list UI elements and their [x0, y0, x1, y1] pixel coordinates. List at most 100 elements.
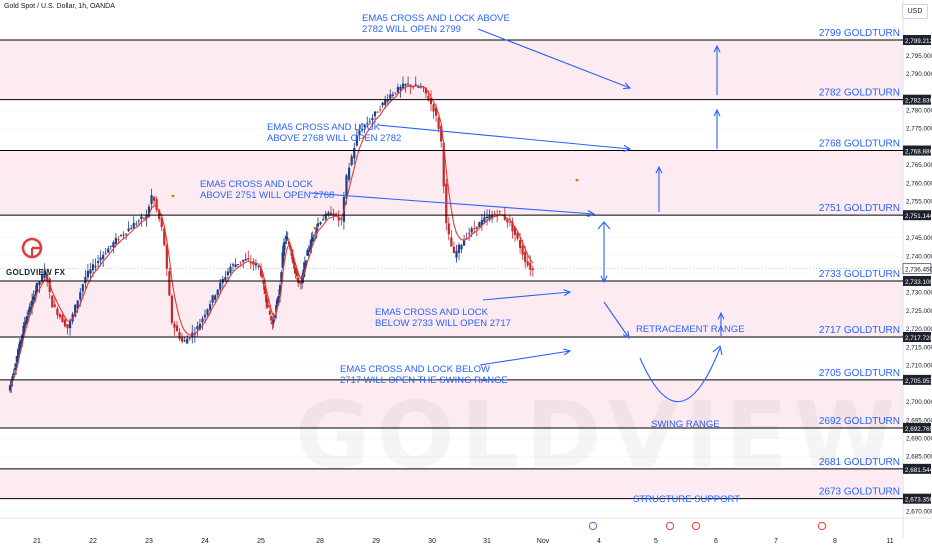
swing-range-arrow-head: [712, 344, 723, 356]
candle-body: [307, 250, 310, 252]
candle-body: [178, 331, 181, 339]
candle-body: [518, 240, 522, 248]
candle-body: [429, 98, 433, 105]
candle-body: [239, 261, 242, 263]
candle-body: [147, 206, 151, 217]
y-tick-label: 2,685.000: [906, 454, 932, 461]
candle-body: [203, 314, 207, 318]
y-tick-label: 2,780.000: [906, 108, 932, 115]
annotation-arrow: [477, 28, 631, 89]
currency-button[interactable]: USD: [902, 4, 928, 19]
retracement-range-label: RETRACEMENT RANGE: [636, 324, 745, 335]
candle-body: [99, 257, 102, 261]
candle-body: [531, 268, 534, 271]
level-label: 2705 GOLDTURN: [819, 368, 900, 379]
y-tick-label: 2,755.000: [906, 199, 932, 206]
candle-body: [282, 242, 286, 256]
price-tag: 2,705.957: [905, 378, 932, 385]
y-tick-label: 2,725.000: [906, 308, 932, 315]
candle-body: [311, 236, 314, 242]
price-tag-bg: [903, 210, 931, 221]
candle-body: [262, 281, 265, 284]
candle-body: [206, 309, 209, 315]
price-tag-bg: [903, 422, 931, 433]
y-tick-label: 2,670.000: [906, 508, 932, 515]
candle-body: [276, 298, 279, 305]
candle-body: [32, 296, 35, 301]
x-tick-label: 23: [145, 538, 153, 545]
price-tag: 2,768.886: [905, 149, 932, 156]
candle-body: [272, 319, 275, 323]
candle-body: [89, 269, 92, 274]
candle-body: [460, 245, 463, 250]
event-icon: [691, 521, 701, 531]
candle-body: [16, 355, 19, 363]
candle-body: [290, 249, 293, 256]
annotation-line-2: ABOVE 2768 WILL OPEN 2782: [267, 133, 401, 144]
candle-body: [432, 104, 435, 112]
candle-body: [291, 254, 295, 263]
goldview-logo-icon: [21, 237, 43, 259]
y-tick-label: 2,690.000: [906, 436, 932, 443]
watermark: GOLDVIEW: [295, 382, 901, 489]
candle-body: [310, 239, 313, 247]
candle-body: [345, 175, 348, 199]
candle-body: [180, 337, 184, 342]
y-tick-label: 2,760.000: [906, 180, 932, 187]
candle-body: [297, 277, 300, 283]
candle-body: [285, 236, 288, 240]
candle-body: [332, 213, 335, 216]
x-tick-label: 29: [372, 538, 380, 545]
candle-body: [511, 221, 514, 232]
candle-body: [15, 363, 18, 368]
candle-body: [371, 117, 374, 121]
candle-body: [150, 195, 153, 204]
price-tag: 2,681.544: [905, 467, 932, 474]
candle-body: [281, 252, 284, 268]
candle-body: [399, 86, 402, 90]
x-tick-label: 6: [714, 538, 718, 545]
candle-body: [406, 83, 410, 85]
candle-body: [280, 272, 283, 282]
annotation-arrow: [309, 192, 595, 215]
candle-body: [142, 217, 146, 219]
candle-body: [462, 240, 466, 246]
price-tag: 2,692.765: [905, 426, 932, 433]
y-tick-label: 2,695.000: [906, 417, 932, 424]
candle-body: [470, 228, 473, 233]
candle-body: [198, 323, 202, 330]
candle-body: [308, 246, 312, 251]
candle-body: [386, 100, 389, 102]
candle-body: [483, 217, 486, 223]
y-tick-label: 2,720.000: [906, 326, 932, 333]
candle-body: [350, 156, 353, 166]
candle-body: [56, 308, 59, 316]
candle-body: [234, 264, 237, 268]
price-tag-bg: [903, 463, 931, 474]
candle-body: [329, 212, 333, 216]
candle-body: [23, 323, 26, 328]
high-marker: [313, 227, 317, 230]
candle-body: [378, 109, 382, 111]
candle-body: [196, 326, 199, 330]
candle-body: [414, 84, 417, 86]
level-label: 2751 GOLDTURN: [819, 203, 900, 214]
annotation-arrow: [482, 291, 571, 301]
price-tag: 2,799.212: [905, 38, 932, 45]
candle-body: [40, 274, 44, 282]
candle-body: [13, 367, 17, 371]
annotation-arrow-head: [622, 82, 632, 90]
candle-body: [298, 281, 301, 284]
up-arrow-head: [717, 311, 725, 320]
candle-body: [521, 245, 524, 255]
annotation-arrow-head: [587, 210, 596, 218]
candle-body: [160, 217, 163, 228]
candle-body: [46, 274, 49, 282]
candle-body: [358, 130, 361, 136]
annotation-line-1: EMA5 CROSS AND LOCK BELOW: [340, 364, 490, 375]
x-tick-label: 30: [428, 538, 436, 545]
candle-body: [475, 226, 478, 229]
level-label: 2673 GOLDTURN: [819, 487, 900, 498]
